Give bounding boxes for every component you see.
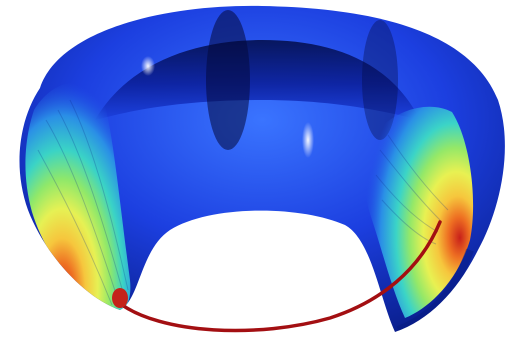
right-cross-section — [363, 106, 474, 318]
torus-center-shadow — [206, 10, 250, 150]
highlight-left — [141, 56, 155, 76]
torus-bottom-rim — [396, 248, 474, 332]
left-facet-lines — [37, 99, 129, 306]
red-curve-end-left — [112, 288, 128, 308]
highlight-right — [302, 122, 314, 158]
torus-inner-wall — [95, 40, 420, 120]
red-field-line — [116, 220, 442, 333]
right-facet-lines — [375, 134, 449, 245]
torus-right-shadow — [362, 20, 398, 140]
